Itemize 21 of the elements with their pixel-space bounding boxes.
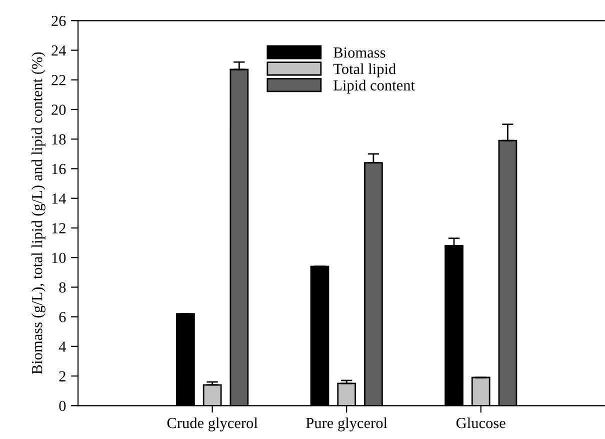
y-tick-label: 14 xyxy=(52,194,66,204)
y-tick-label: 2 xyxy=(59,371,66,382)
y-tick-label: 18 xyxy=(52,134,66,145)
y-tick-label: 8 xyxy=(59,282,66,293)
y-tick-label: 10 xyxy=(52,252,66,264)
y-tick-label: 26 xyxy=(52,16,66,26)
y-tick-label: 16 xyxy=(52,164,66,174)
x-tick-label: Glucose xyxy=(456,417,506,428)
y-tick-label: 4 xyxy=(58,342,66,352)
y-tick-label: 12 xyxy=(52,223,66,234)
y-tick-label: 24 xyxy=(52,45,66,56)
legend-label: Total lipid xyxy=(333,63,396,78)
legend-label: Biomass xyxy=(334,47,386,58)
y-tick-label: 20 xyxy=(52,104,66,115)
y-axis-title: Biomass (g/L), total lipid (g/L) and lipid content (%) xyxy=(32,52,46,374)
legend-label: Lipid content xyxy=(334,80,415,94)
y-tick-label: 6 xyxy=(59,312,66,322)
x-tick-label: Pure glycerol xyxy=(306,417,388,432)
y-tick-label: 22 xyxy=(52,75,66,86)
y-tick-label: 0 xyxy=(59,400,66,412)
x-tick-label: Crude glycerol xyxy=(167,417,258,432)
